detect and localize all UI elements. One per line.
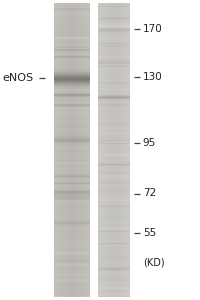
Text: 170: 170 xyxy=(142,23,162,34)
Text: 130: 130 xyxy=(142,71,162,82)
Text: 95: 95 xyxy=(142,137,155,148)
Text: eNOS: eNOS xyxy=(2,73,33,83)
Text: 72: 72 xyxy=(142,188,155,199)
Text: 55: 55 xyxy=(142,227,155,238)
Text: (KD): (KD) xyxy=(142,257,164,268)
